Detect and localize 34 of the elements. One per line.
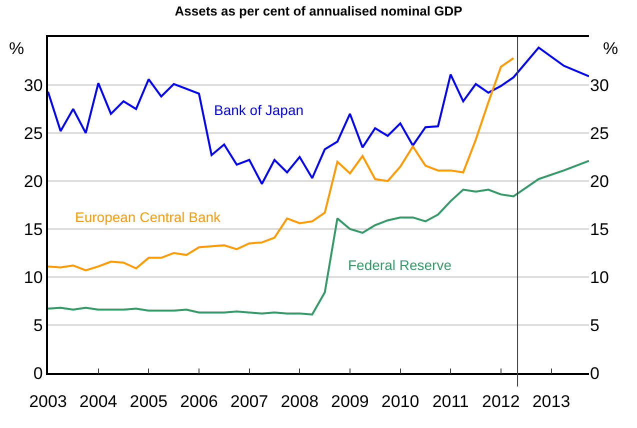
y2-tick-label: 20 [590, 172, 609, 191]
y-tick-label: 0 [33, 364, 43, 383]
y-tick-label: 30 [24, 76, 43, 95]
y2-tick-label: 30 [590, 76, 609, 95]
y-axis-title: % [9, 39, 24, 58]
x-tick-label: 2007 [230, 392, 268, 412]
y2-tick-label: 0 [590, 364, 600, 383]
x-tick-label: 2003 [29, 392, 67, 412]
y-tick-label: 20 [24, 172, 43, 191]
x-tick-label: 2010 [381, 392, 420, 412]
y-tick-label: 15 [24, 220, 43, 239]
x-tick-label: 2008 [280, 392, 319, 412]
x-tick-label: 2012 [482, 392, 520, 412]
series-label: Bank of Japan [214, 102, 304, 118]
line-series [48, 160, 589, 316]
series-label: Federal Reserve [348, 257, 452, 273]
x-tick-label: 2009 [331, 392, 369, 412]
y-tick-label: 5 [33, 316, 43, 335]
y-tick-label: 10 [24, 268, 43, 287]
line-series [48, 57, 515, 272]
line-series [48, 46, 589, 185]
y2-tick-label: 5 [590, 316, 600, 335]
y2-tick-label: 10 [590, 268, 609, 287]
y2-axis-title: % [603, 39, 618, 58]
y-tick-label: 25 [24, 124, 43, 143]
y2-tick-label: 25 [590, 124, 609, 143]
x-tick-label: 2013 [532, 392, 570, 412]
series-label: European Central Bank [75, 209, 222, 225]
y2-tick-label: 15 [590, 220, 609, 239]
chart-title: Assets as per cent of annualised nominal GDP [174, 4, 463, 19]
x-tick-label: 2011 [432, 392, 469, 412]
x-tick-label: 2004 [79, 392, 118, 412]
x-tick-label: 2006 [180, 392, 218, 412]
x-tick-label: 2005 [130, 392, 168, 412]
